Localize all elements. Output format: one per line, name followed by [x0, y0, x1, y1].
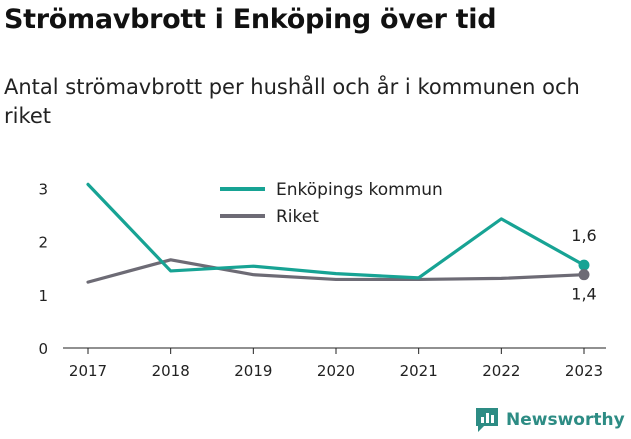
x-tick-label: 2020 [317, 362, 355, 380]
y-tick-label: 0 [38, 340, 48, 358]
y-tick-label: 3 [38, 181, 48, 199]
brand-logo: Newsworthy [474, 406, 625, 433]
series-end-point [578, 269, 590, 281]
x-tick-label: 2021 [400, 362, 438, 380]
x-tick-label: 2017 [69, 362, 107, 380]
legend-label: Riket [276, 207, 319, 227]
chart-subtitle: Antal strömavbrott per hushåll och år i … [4, 75, 580, 128]
x-tick-label: 2022 [482, 362, 520, 380]
x-tick-label: 2023 [565, 362, 603, 380]
x-tick-label: 2018 [152, 362, 190, 380]
newsworthy-logo-icon [474, 406, 500, 433]
data-label: 1,4 [571, 285, 596, 304]
y-tick-label: 1 [38, 287, 48, 305]
brand-name: Newsworthy [506, 409, 625, 430]
chart-title: Strömavbrott i Enköping över tid [4, 4, 497, 35]
series-line [86, 182, 586, 280]
series-line [86, 258, 586, 284]
legend-label: Enköpings kommun [276, 180, 443, 200]
data-label: 1,6 [571, 226, 596, 245]
x-tick-label: 2019 [234, 362, 272, 380]
y-tick-label: 2 [38, 234, 48, 252]
series-end-point [578, 259, 590, 271]
